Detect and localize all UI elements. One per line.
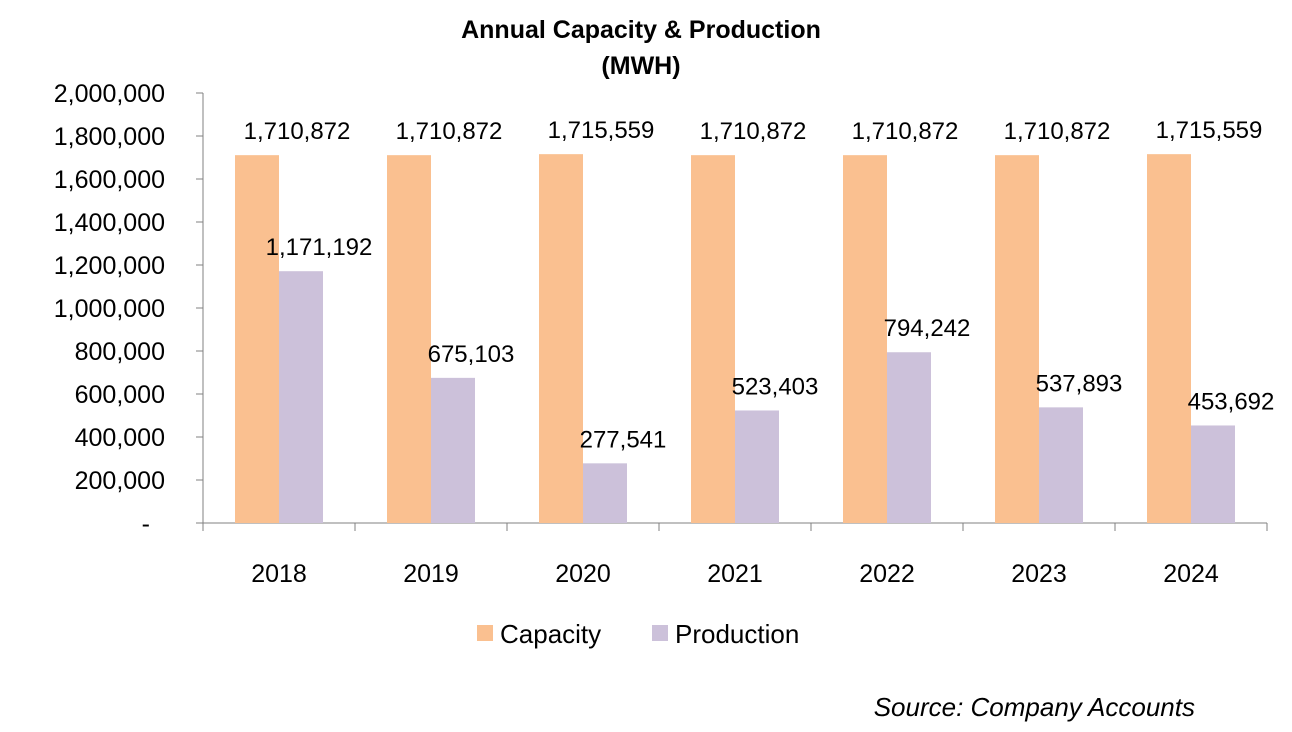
data-label-production-2019: 675,103	[428, 341, 515, 368]
data-label-production-2020: 277,541	[580, 426, 667, 453]
legend: Capacity Production	[477, 619, 799, 649]
bar-production-2024	[1191, 425, 1235, 523]
legend-label-production: Production	[675, 619, 799, 649]
data-label-capacity-2020: 1,715,559	[548, 117, 655, 144]
chart-subtitle: (MWH)	[601, 52, 680, 80]
bar-capacity-2024	[1147, 154, 1191, 523]
x-tick-label: 2021	[707, 560, 763, 588]
data-label-production-2024: 453,692	[1188, 388, 1275, 415]
data-label-capacity-2023: 1,710,872	[1004, 118, 1111, 145]
y-tick-label: 1,400,000	[54, 209, 165, 237]
y-tick-label: -	[142, 510, 150, 538]
y-tick-label: 400,000	[75, 424, 165, 452]
data-label-production-2022: 794,242	[884, 315, 971, 342]
chart-title: Annual Capacity & Production	[461, 16, 821, 44]
bar-capacity-2018	[235, 155, 279, 523]
data-label-production-2023: 537,893	[1036, 370, 1123, 397]
data-labels: 1,710,872 1,710,872 1,715,559 1,710,872 1,71…	[244, 117, 1275, 453]
bars	[235, 154, 1235, 523]
data-label-capacity-2021: 1,710,872	[700, 118, 807, 145]
data-label-capacity-2018: 1,710,872	[244, 118, 351, 145]
legend-swatch-production	[652, 625, 668, 641]
bar-capacity-2022	[843, 155, 887, 523]
y-tick-label: 1,200,000	[54, 252, 165, 280]
y-tick-label: 1,000,000	[54, 295, 165, 323]
y-tick-label: 1,600,000	[54, 166, 165, 194]
bar-production-2018	[279, 271, 323, 523]
legend-label-capacity: Capacity	[500, 619, 601, 649]
x-tick-label: 2018	[251, 560, 307, 588]
y-tick-label: 2,000,000	[54, 80, 165, 108]
data-label-capacity-2024: 1,715,559	[1156, 117, 1263, 144]
y-tick-label: 800,000	[75, 338, 165, 366]
y-tick-label: 600,000	[75, 381, 165, 409]
y-tick-label: 200,000	[75, 467, 165, 495]
x-tick-label: 2020	[555, 560, 611, 588]
axes: - 200,000 400,000 600,000 800,000 1,000,000 1,…	[54, 80, 1268, 588]
bar-capacity-2023	[995, 155, 1039, 523]
bar-production-2019	[431, 377, 475, 523]
bar-capacity-2019	[387, 155, 431, 523]
source-note: Source: Company Accounts	[874, 692, 1195, 722]
x-tick-label: 2024	[1163, 560, 1219, 588]
bar-production-2021	[735, 410, 779, 523]
data-label-production-2018: 1,171,192	[266, 234, 373, 261]
bar-capacity-2020	[539, 154, 583, 523]
x-tick-label: 2019	[403, 560, 459, 588]
data-label-production-2021: 523,403	[732, 373, 819, 400]
bar-production-2020	[583, 463, 627, 523]
data-label-capacity-2019: 1,710,872	[396, 118, 503, 145]
data-label-capacity-2022: 1,710,872	[852, 118, 959, 145]
x-tick-label: 2022	[859, 560, 915, 588]
bar-production-2022	[887, 352, 931, 523]
legend-swatch-capacity	[477, 625, 493, 641]
bar-capacity-2021	[691, 155, 735, 523]
bar-production-2023	[1039, 407, 1083, 523]
y-tick-label: 1,800,000	[54, 123, 165, 151]
x-tick-label: 2023	[1011, 560, 1067, 588]
